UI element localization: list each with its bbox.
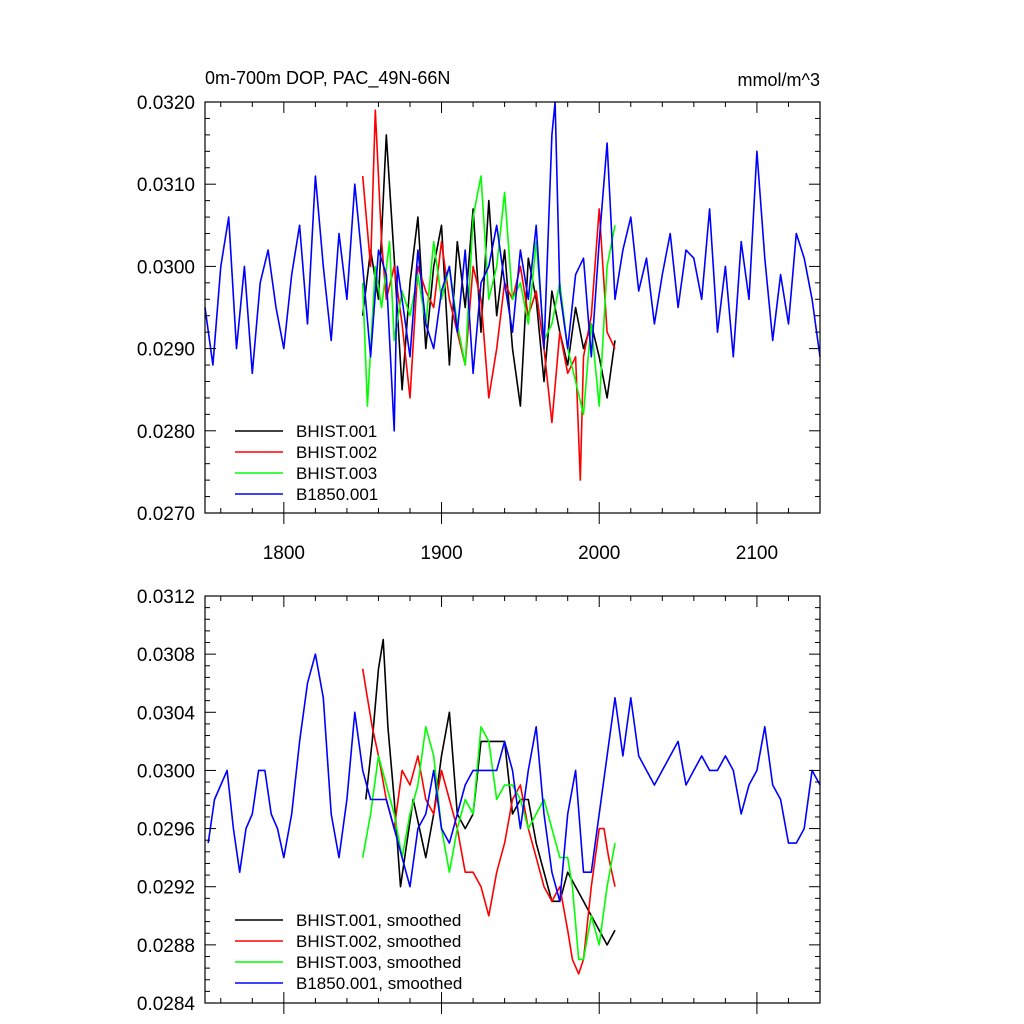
- y-tick-label: 0.0292: [137, 878, 195, 899]
- y-tick-label: 0.0280: [137, 422, 195, 443]
- y-tick-label: 0.0304: [137, 703, 196, 724]
- legend-label: BHIST.001: [296, 422, 377, 441]
- y-tick-label: 0.0296: [137, 820, 195, 841]
- plot-frame: [204, 595, 821, 1004]
- y-tick-label: 0.0284: [137, 994, 196, 1015]
- bottom-panel: 0.0284 0.0288 0.0292 0.0296 0.0300 0.0304 0.03…: [137, 587, 821, 1015]
- y-tick-label: 0.0288: [137, 936, 195, 957]
- x-tick-label: 1900: [420, 543, 462, 564]
- y-tick-label: 0.0290: [137, 340, 195, 361]
- series-line-bhist-003: [361, 175, 616, 416]
- x-tick-label: 1800: [263, 543, 305, 564]
- legend-label: BHIST.003: [296, 464, 377, 483]
- top-panel: 0m-700m DOP, PAC_49N-66N mmol/m^3 0.0270…: [137, 68, 821, 564]
- legend-label: B1850.001, smoothed: [296, 974, 462, 993]
- top-panel-units: mmol/m^3: [738, 70, 820, 90]
- y-tick-label: 0.0300: [137, 257, 195, 278]
- legend-label: BHIST.003, smoothed: [296, 953, 461, 972]
- legend-label: BHIST.001, smoothed: [296, 911, 461, 930]
- y-tick-label: 0.0308: [137, 645, 195, 666]
- x-tick-label: 2000: [578, 543, 620, 564]
- y-tick-label: 0.0300: [137, 761, 195, 782]
- y-tick-label: 0.0310: [137, 175, 195, 196]
- series-line-bhist-002-smoothed: [361, 668, 616, 975]
- plot-frame: [204, 101, 821, 514]
- top-panel-title: 0m-700m DOP, PAC_49N-66N: [205, 68, 450, 89]
- x-tick-label: 2100: [736, 543, 778, 564]
- series-line-b1850-001-smoothed: [207, 653, 821, 903]
- legend-label: B1850.001: [296, 485, 378, 504]
- y-tick-label: 0.0312: [137, 587, 195, 608]
- series-line-b1850-001: [204, 101, 821, 432]
- legend-label: BHIST.002: [296, 443, 377, 462]
- y-tick-label: 0.0270: [137, 504, 195, 525]
- legend-label: BHIST.002, smoothed: [296, 932, 461, 951]
- y-tick-label: 0.0320: [137, 93, 195, 114]
